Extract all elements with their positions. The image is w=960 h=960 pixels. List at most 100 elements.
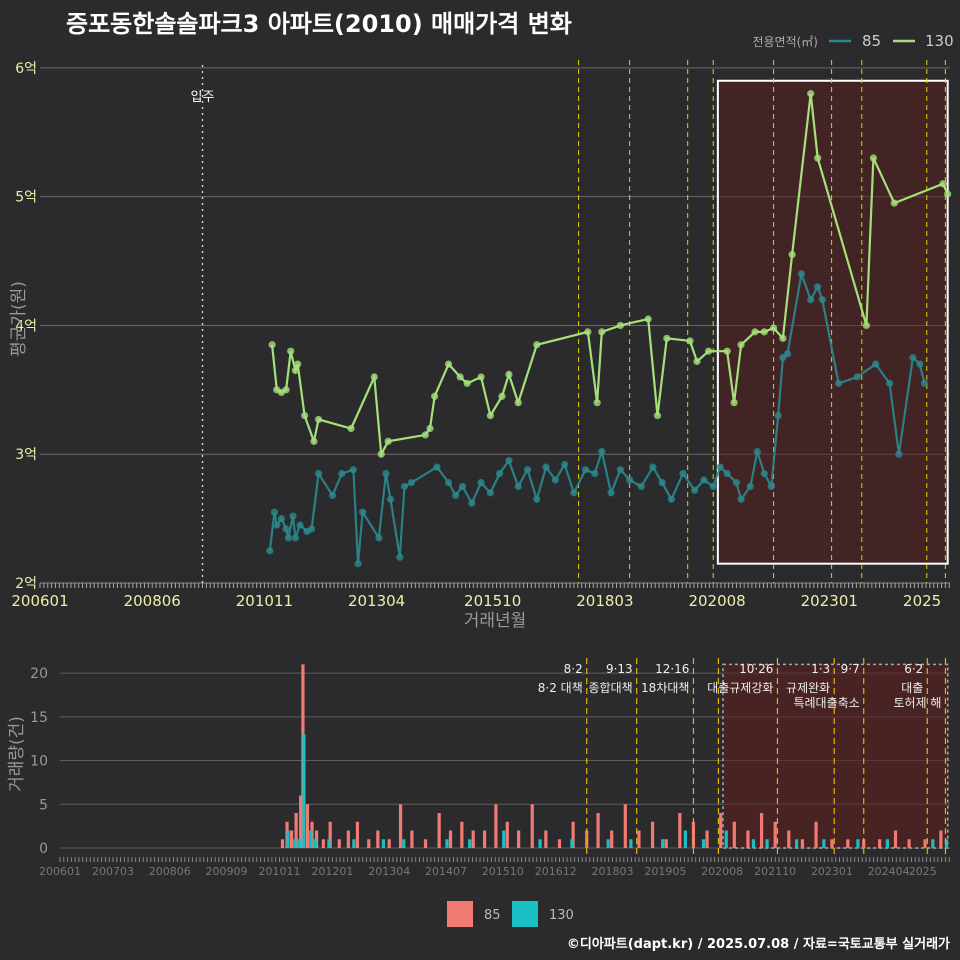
bar-85 xyxy=(923,839,927,848)
bar-y-tick-label: 5 xyxy=(39,797,48,813)
policy-label: 특례대출축소 xyxy=(793,696,859,710)
y-axis-label: 평균가(원) xyxy=(9,281,29,357)
x-tick-label: 201011 xyxy=(236,592,293,610)
bar-85 xyxy=(376,830,380,848)
data-point-130 xyxy=(384,437,392,445)
policy-label: 토허제 해 xyxy=(893,696,941,710)
x-tick-label: 2025 xyxy=(903,592,941,610)
data-point-130 xyxy=(282,386,290,394)
bar-130 xyxy=(468,839,472,848)
data-point-85 xyxy=(382,469,390,478)
bar-85 xyxy=(557,839,562,848)
data-point-85 xyxy=(486,489,494,497)
data-point-130 xyxy=(869,154,877,162)
bar-x-tick-label: 200703 xyxy=(92,865,134,878)
y-tick-label: 5억 xyxy=(15,190,37,206)
data-point-130 xyxy=(310,437,318,445)
data-point-85 xyxy=(649,463,657,471)
bar-130 xyxy=(352,839,356,848)
bar-85 xyxy=(759,813,764,848)
legend-label-130: 130 xyxy=(925,32,954,50)
bar-85 xyxy=(719,813,723,848)
data-point-85 xyxy=(760,469,768,478)
data-point-85 xyxy=(308,525,316,533)
bar-85 xyxy=(544,830,548,848)
bar-85 xyxy=(460,821,464,848)
bar-85 xyxy=(410,830,414,848)
data-point-85 xyxy=(581,466,590,474)
data-point-85 xyxy=(458,482,467,491)
bar-x-tick-label: 202008 xyxy=(701,865,743,878)
bar-85 xyxy=(610,830,614,848)
data-point-85 xyxy=(514,482,522,491)
data-point-130 xyxy=(862,321,871,330)
data-point-85 xyxy=(477,478,485,487)
data-point-130 xyxy=(377,450,385,458)
data-point-85 xyxy=(289,512,297,520)
legend-title: 전용면적(㎡) xyxy=(752,35,818,49)
data-point-85 xyxy=(709,482,717,491)
bar-85 xyxy=(814,821,818,848)
bar-130 xyxy=(327,839,331,848)
bar-x-tick-label: 201510 xyxy=(482,865,524,878)
bar-85 xyxy=(305,804,310,848)
bar-130 xyxy=(606,839,610,848)
data-point-130 xyxy=(653,411,662,420)
data-point-85 xyxy=(314,469,323,478)
bar-130 xyxy=(822,839,826,848)
bar-85 xyxy=(773,821,777,848)
bar-85 xyxy=(678,813,682,848)
bar-130 xyxy=(944,839,949,848)
data-point-85 xyxy=(354,560,362,568)
data-point-85 xyxy=(400,482,409,491)
bar-85 xyxy=(787,830,791,848)
y-tick-label: 6억 xyxy=(15,61,37,77)
data-point-85 xyxy=(561,460,569,469)
data-point-130 xyxy=(463,379,471,387)
bar-x-tick-label: 202404 xyxy=(868,865,910,878)
data-point-85 xyxy=(328,491,337,500)
data-point-85 xyxy=(551,476,559,484)
x-tick-label: 200601 xyxy=(11,592,68,610)
bar-85 xyxy=(280,839,285,848)
policy-label: 종합대책 xyxy=(589,680,633,695)
bar-130 xyxy=(765,839,769,848)
bar-85 xyxy=(299,795,303,848)
legend-label-85: 85 xyxy=(862,32,881,50)
bar-130 xyxy=(683,830,687,848)
data-point-130 xyxy=(723,347,731,355)
bar-85 xyxy=(623,804,627,848)
bar-85 xyxy=(471,830,475,848)
data-point-85 xyxy=(895,450,903,458)
bar-130 xyxy=(795,839,799,848)
data-point-130 xyxy=(370,373,378,381)
bar-130 xyxy=(661,839,665,848)
bar-y-axis-label: 거래량(건) xyxy=(7,716,27,792)
data-point-85 xyxy=(277,515,286,523)
data-point-85 xyxy=(444,478,453,487)
data-point-130 xyxy=(456,373,464,381)
bar-85 xyxy=(893,830,898,848)
data-point-85 xyxy=(284,534,292,542)
data-point-130 xyxy=(939,180,947,188)
bar-85 xyxy=(571,821,575,848)
bar-85 xyxy=(800,839,805,848)
bar-130 xyxy=(293,839,297,848)
chart-title: 증포동한솔솔파크3 아파트(2010) 매매가격 변화 xyxy=(66,10,572,38)
bar-130 xyxy=(381,839,385,848)
data-point-130 xyxy=(287,347,295,355)
data-point-85 xyxy=(774,411,782,420)
bar-x-tick-label: 202301 xyxy=(811,865,853,878)
policy-date-label: 12·16 xyxy=(655,662,689,676)
policy-label: 규제완화 xyxy=(786,681,830,695)
data-point-130 xyxy=(505,370,513,378)
bar-legend-label-130: 130 xyxy=(549,908,574,923)
bar-85 xyxy=(907,839,911,848)
policy-label: 대출규제강화 xyxy=(707,681,773,695)
data-point-85 xyxy=(266,547,274,555)
data-point-85 xyxy=(732,478,741,487)
data-point-130 xyxy=(760,328,768,336)
y-tick-label: 3억 xyxy=(15,447,37,463)
bar-y-tick-label: 0 xyxy=(39,841,48,857)
data-point-130 xyxy=(444,360,453,368)
